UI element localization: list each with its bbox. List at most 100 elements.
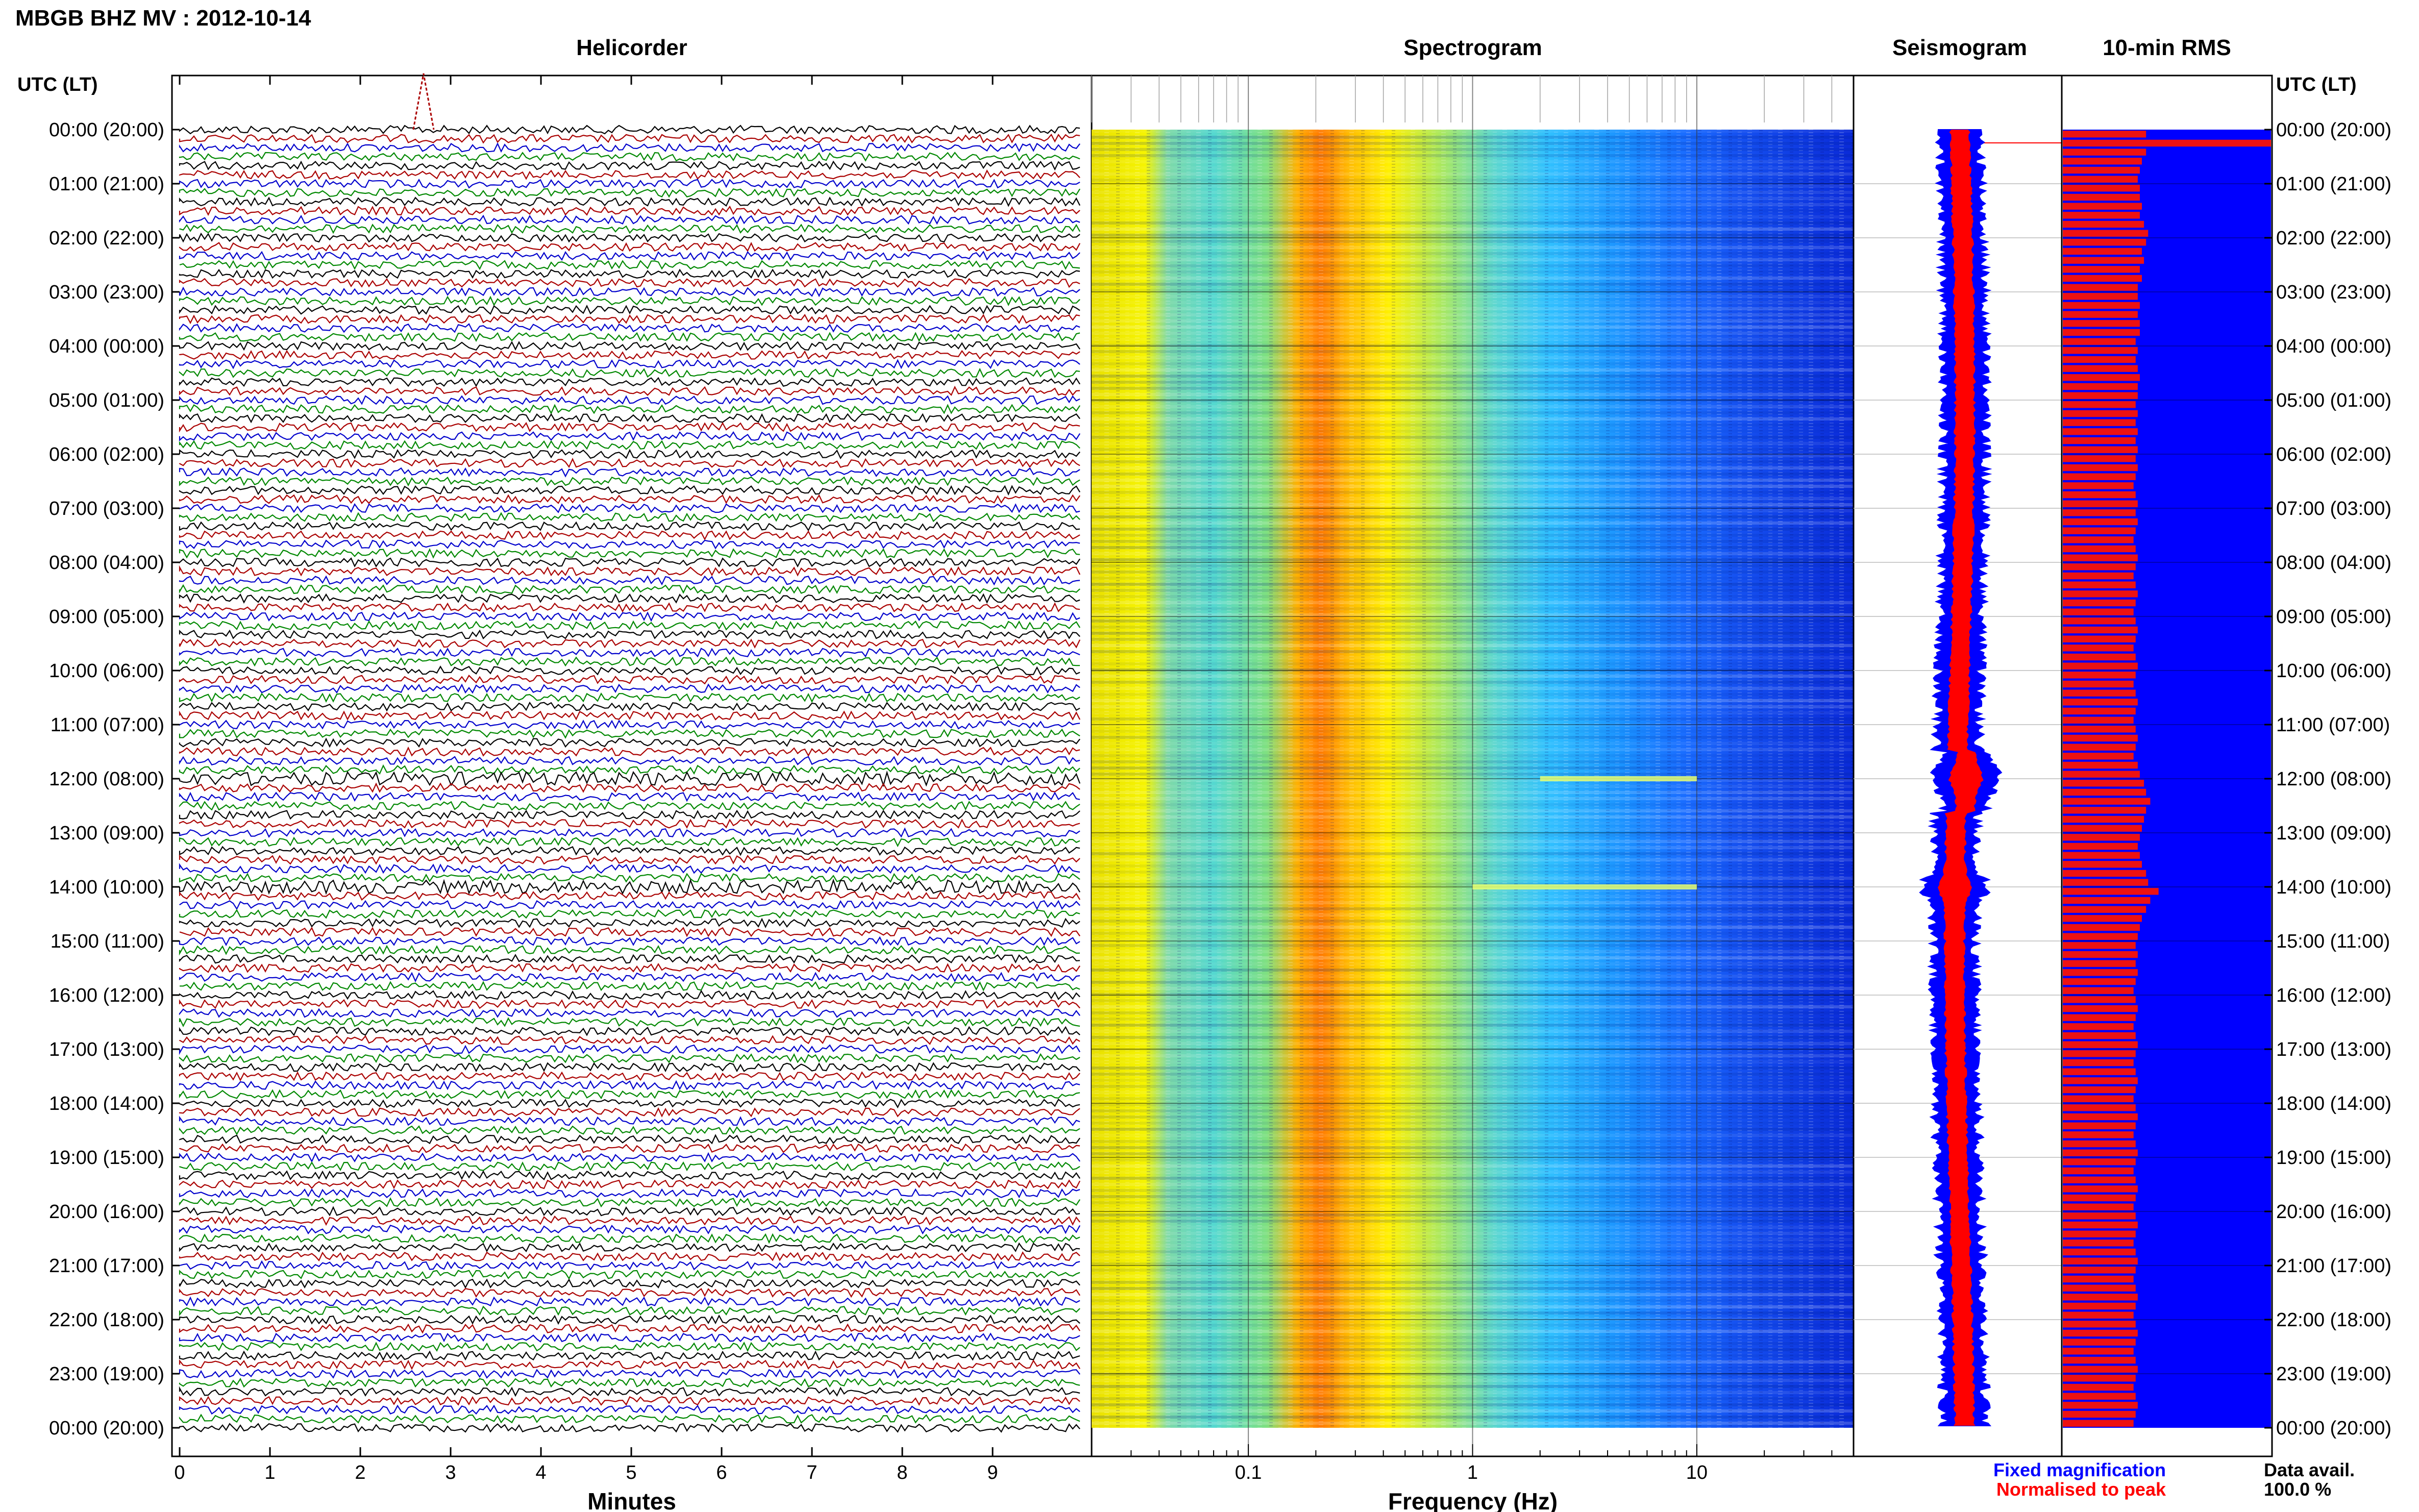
rms-bar [2063, 780, 2144, 787]
time-label-right: 09:00 (05:00) [2276, 606, 2391, 628]
rms-bar [2063, 1267, 2136, 1274]
rms-bar [2063, 699, 2138, 706]
rms-panel [2061, 75, 2273, 1457]
time-label-left: 10:00 (06:00) [49, 660, 164, 682]
helicorder-tick-label: 0 [174, 1462, 185, 1483]
spectrogram-tick-label: 1 [1467, 1462, 1478, 1483]
helicorder-trace [179, 1323, 1080, 1334]
rms-bar [2063, 1113, 2138, 1121]
helicorder-trace [179, 1296, 1080, 1307]
time-label-right: 02:00 (22:00) [2276, 228, 2391, 249]
rms-bar [2063, 1302, 2136, 1310]
spectrogram-narrowband-line [1540, 776, 1697, 781]
helicorder-trace [179, 1134, 1080, 1145]
rms-bar [2063, 662, 2138, 670]
helicorder-trace [179, 819, 1080, 829]
time-axis-header-right: UTC (LT) [2276, 74, 2357, 95]
rms-bar [2063, 933, 2138, 940]
helicorder-trace [179, 431, 1080, 441]
rms-bar [2063, 1311, 2134, 1319]
helicorder-trace [179, 972, 1080, 983]
helicorder-trace [179, 1080, 1080, 1090]
helicorder-trace [179, 1089, 1080, 1100]
time-axis-header-left: UTC (LT) [17, 74, 98, 95]
rms-bar [2063, 915, 2142, 922]
rms-bar [2063, 635, 2136, 642]
rms-bar [2063, 906, 2146, 913]
rms-bar [2063, 1329, 2138, 1337]
rms-bar [2063, 1383, 2134, 1391]
rms-bar [2063, 1203, 2134, 1210]
helicorder-trace [179, 152, 1080, 162]
time-label-left: 02:00 (22:00) [49, 228, 164, 249]
rms-bar [2063, 653, 2136, 661]
time-labels-left: 00:00 (20:00) 01:00 (21:00) 02:00 (22:00) 0… [49, 119, 164, 1439]
time-labels-right: 00:00 (20:00) 01:00 (21:00) 02:00 (22:00) 0… [2276, 119, 2391, 1439]
rms-bar [2063, 1149, 2138, 1156]
rms-bar [2063, 257, 2144, 264]
rms-bar [2063, 1104, 2136, 1111]
rms-bar [2063, 645, 2134, 652]
time-label-right: 17:00 (13:00) [2276, 1039, 2391, 1060]
helicorder-tick-label: 3 [445, 1462, 456, 1483]
helicorder-trace [179, 683, 1080, 694]
rms-bar [2063, 410, 2138, 417]
rms-bar [2063, 987, 2134, 994]
helicorder-trace [179, 440, 1080, 451]
helicorder-trace [179, 701, 1080, 712]
helicorder-trace [179, 548, 1080, 559]
helicorder-trace [179, 854, 1080, 865]
rms-bar [2063, 464, 2138, 472]
rms-bar [2063, 1158, 2136, 1166]
helicorder-trace [179, 1197, 1080, 1208]
time-label-right: 23:00 (19:00) [2276, 1364, 2391, 1385]
spectrogram-x-label: Frequency (Hz) [1388, 1488, 1558, 1512]
helicorder-trace [179, 1215, 1080, 1226]
helicorder-trace [179, 1017, 1080, 1027]
rms-bar [2063, 815, 2144, 823]
rms-bar [2063, 879, 2149, 886]
rms-bar [2063, 942, 2136, 949]
helicorder-trace [179, 1369, 1080, 1379]
rms-bar [2063, 852, 2140, 859]
rms-bar [2063, 707, 2136, 715]
helicorder-trace [179, 224, 1080, 234]
time-label-right: 06:00 (02:00) [2276, 444, 2391, 465]
helicorder-trace [179, 1188, 1080, 1199]
helicorder-trace [179, 404, 1080, 415]
helicorder-trace [179, 999, 1080, 1009]
helicorder-trace [179, 377, 1080, 387]
rms-bar [2063, 419, 2136, 426]
time-label-left: 01:00 (21:00) [49, 173, 164, 195]
time-label-right: 12:00 (08:00) [2276, 769, 2391, 790]
rms-bar [2063, 870, 2146, 877]
rms-bar [2063, 888, 2159, 895]
rms-bar [2063, 1014, 2136, 1021]
rms-bar [2063, 536, 2134, 543]
helicorder-trace [179, 367, 1080, 378]
time-label-right: 16:00 (12:00) [2276, 985, 2391, 1006]
rms-bar [2063, 572, 2134, 580]
time-label-left: 08:00 (04:00) [49, 552, 164, 574]
spectrogram-grid [1091, 76, 1854, 1456]
helicorder-trace [179, 332, 1080, 342]
helicorder-trace [179, 1233, 1080, 1244]
helicorder-trace [179, 1359, 1080, 1370]
helicorder-trace [179, 133, 1080, 144]
helicorder-trace [179, 900, 1080, 910]
time-label-left: 23:00 (19:00) [49, 1364, 164, 1385]
helicorder-trace [179, 521, 1080, 532]
rms-bar [2063, 1248, 2136, 1256]
rms-bar [2063, 1410, 2136, 1418]
helicorder-x-label: Minutes [587, 1488, 676, 1512]
helicorder-trace [179, 791, 1080, 802]
helicorder-tick-label: 4 [535, 1462, 546, 1483]
helicorder-trace [179, 1224, 1080, 1235]
helicorder-trace [179, 692, 1080, 703]
time-label-right: 10:00 (06:00) [2276, 660, 2391, 682]
helicorder-trace [179, 1315, 1080, 1325]
helicorder-trace [179, 1152, 1080, 1163]
helicorder-traces [179, 73, 1081, 1433]
spectrogram-panel [1091, 75, 1855, 1457]
time-label-right: 20:00 (16:00) [2276, 1201, 2391, 1223]
